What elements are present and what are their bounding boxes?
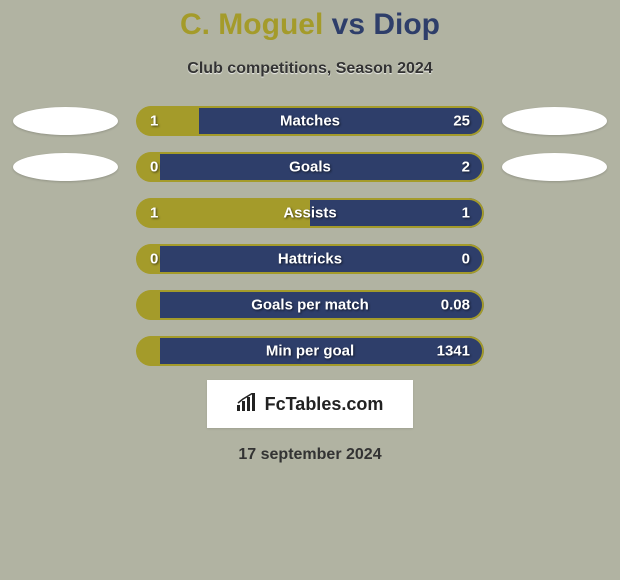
comparison-title: C. Moguel vs Diop (180, 8, 440, 42)
stat-value-right: 0 (462, 251, 470, 268)
player1-avatar (13, 153, 118, 181)
logo-text: FcTables.com (265, 394, 384, 415)
avatar-spacer (13, 199, 118, 227)
avatar-spacer (13, 245, 118, 273)
bar-fill-left (136, 106, 199, 136)
stat-value-left: 0 (150, 251, 158, 268)
stat-value-left: 1 (150, 205, 158, 222)
player2-avatar (502, 153, 607, 181)
title-vs: vs (332, 8, 365, 41)
avatar-spacer (502, 199, 607, 227)
date-text: 17 september 2024 (238, 446, 381, 464)
stat-bar: 1 Assists 1 (136, 198, 484, 228)
stat-row: 1 Matches 25 (0, 106, 620, 136)
title-player1: C. Moguel (180, 8, 323, 41)
stat-value-right: 1 (462, 205, 470, 222)
player2-avatar (502, 107, 607, 135)
stat-value-right: 2 (462, 159, 470, 176)
stat-label: Hattricks (278, 251, 342, 268)
avatar-spacer (502, 291, 607, 319)
stat-bar: 1 Matches 25 (136, 106, 484, 136)
stat-value-left: 0 (150, 159, 158, 176)
avatar-spacer (13, 291, 118, 319)
title-player2: Diop (373, 8, 440, 41)
stat-bar: Min per goal 1341 (136, 336, 484, 366)
stat-label: Goals per match (251, 297, 369, 314)
stat-value-right: 1341 (437, 343, 470, 360)
stat-label: Matches (280, 113, 340, 130)
chart-icon (237, 393, 259, 416)
stat-row: 0 Hattricks 0 (0, 244, 620, 274)
stat-bar: 0 Goals 2 (136, 152, 484, 182)
bar-fill-left (136, 336, 160, 366)
avatar-spacer (13, 337, 118, 365)
stat-bar: 0 Hattricks 0 (136, 244, 484, 274)
stat-row: 0 Goals 2 (0, 152, 620, 182)
stat-row: Min per goal 1341 (0, 336, 620, 366)
stats-container: 1 Matches 25 0 Goals 2 1 Assists 1 0 Hattricks 0 Goa… (0, 106, 620, 366)
bar-fill-right (199, 106, 484, 136)
stat-bar: Goals per match 0.08 (136, 290, 484, 320)
avatar-spacer (502, 337, 607, 365)
stat-label: Min per goal (266, 343, 354, 360)
bar-fill-left (136, 290, 160, 320)
stat-value-right: 25 (453, 113, 470, 130)
stat-value-left: 1 (150, 113, 158, 130)
stat-label: Goals (289, 159, 331, 176)
stat-row: Goals per match 0.08 (0, 290, 620, 320)
subtitle: Club competitions, Season 2024 (187, 60, 432, 78)
avatar-spacer (502, 245, 607, 273)
stat-row: 1 Assists 1 (0, 198, 620, 228)
player1-avatar (13, 107, 118, 135)
stat-value-right: 0.08 (441, 297, 470, 314)
logo-box: FcTables.com (207, 380, 413, 428)
stat-label: Assists (283, 205, 336, 222)
